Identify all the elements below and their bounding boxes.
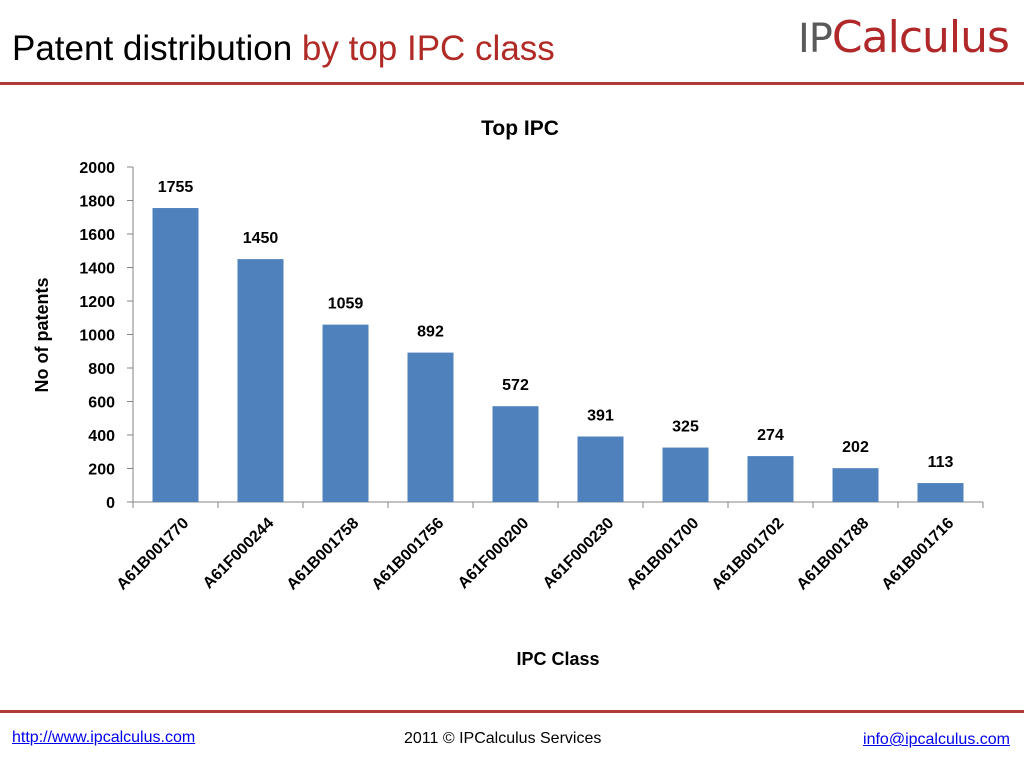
- x-tick-label: A61B001758: [284, 515, 363, 594]
- bar-value-label: 113: [928, 454, 954, 471]
- x-tick-label: A61F000244: [200, 515, 278, 593]
- bar: [917, 483, 964, 502]
- bar: [577, 436, 624, 502]
- chart-marks: 0 200 400 600 800 1000 1200 1400 1600 1800 2000 175…: [79, 160, 984, 594]
- y-tick-label: 0: [106, 495, 115, 512]
- y-axis-label: No of patents: [32, 278, 52, 393]
- bar: [832, 468, 879, 502]
- bar-value-label: 1450: [243, 230, 279, 247]
- bar: [492, 406, 539, 502]
- y-tick-label: 2000: [79, 160, 115, 177]
- logo-rest: Calculus: [831, 12, 1010, 63]
- logo-prefix: IP: [798, 16, 833, 62]
- bar-value-label: 892: [417, 324, 444, 341]
- y-tick-label: 1400: [79, 261, 115, 278]
- slide-header: Patent distribution by top IPC class IPC…: [0, 0, 1024, 86]
- bar-value-label: 325: [672, 419, 699, 436]
- bar-value-label: 391: [587, 408, 614, 425]
- bar: [322, 324, 369, 502]
- y-tick-label: 1000: [79, 328, 115, 345]
- bar-chart: Top IPC No of patents IPC Class 0 200 400 6…: [32, 117, 984, 669]
- slide-title: Patent distribution by top IPC class: [12, 28, 555, 70]
- y-tick-label: 200: [88, 462, 115, 479]
- y-tick-label: 1200: [79, 294, 115, 311]
- x-tick-label: A61B001756: [369, 515, 448, 594]
- x-tick-label: A61F000230: [540, 515, 618, 593]
- bar: [407, 352, 454, 502]
- bar: [152, 208, 199, 502]
- y-tick-label: 1800: [79, 194, 115, 211]
- bar-value-label: 572: [502, 377, 529, 394]
- copyright-text: 2011 © IPCalculus Services: [404, 730, 602, 747]
- x-tick-label: A61F000200: [455, 515, 533, 593]
- y-tick-label: 800: [88, 361, 115, 378]
- bar-value-label: 1059: [328, 296, 364, 313]
- header-divider: [0, 82, 1024, 85]
- bar: [662, 447, 709, 502]
- chart-title: Top IPC: [481, 117, 559, 140]
- bar: [237, 259, 284, 502]
- x-tick-label: A61B001770: [114, 515, 193, 594]
- bar-value-label: 202: [842, 439, 869, 456]
- y-tick-label: 600: [88, 395, 115, 412]
- bar: [747, 456, 794, 502]
- x-tick-label: A61B001716: [879, 515, 958, 594]
- bar-chart-container: Top IPC No of patents IPC Class 0 200 400 6…: [0, 95, 1024, 700]
- y-tick-label: 400: [88, 428, 115, 445]
- title-accent: by top IPC class: [301, 29, 555, 68]
- website-link[interactable]: http://www.ipcalculus.com: [12, 729, 196, 746]
- bar-value-label: 274: [757, 427, 784, 444]
- x-tick-label: A61B001702: [709, 515, 788, 594]
- x-tick-label: A61B001788: [794, 515, 873, 594]
- email-link[interactable]: info@ipcalculus.com: [863, 731, 1010, 748]
- y-tick-label: 1600: [79, 227, 115, 244]
- ipcalculus-logo: IPCalculus: [798, 8, 1010, 68]
- x-tick-label: A61B001700: [624, 515, 703, 594]
- x-axis-label: IPC Class: [516, 649, 599, 669]
- footer-divider: [0, 710, 1024, 713]
- title-main: Patent distribution: [12, 29, 293, 68]
- bar-value-label: 1755: [158, 179, 194, 196]
